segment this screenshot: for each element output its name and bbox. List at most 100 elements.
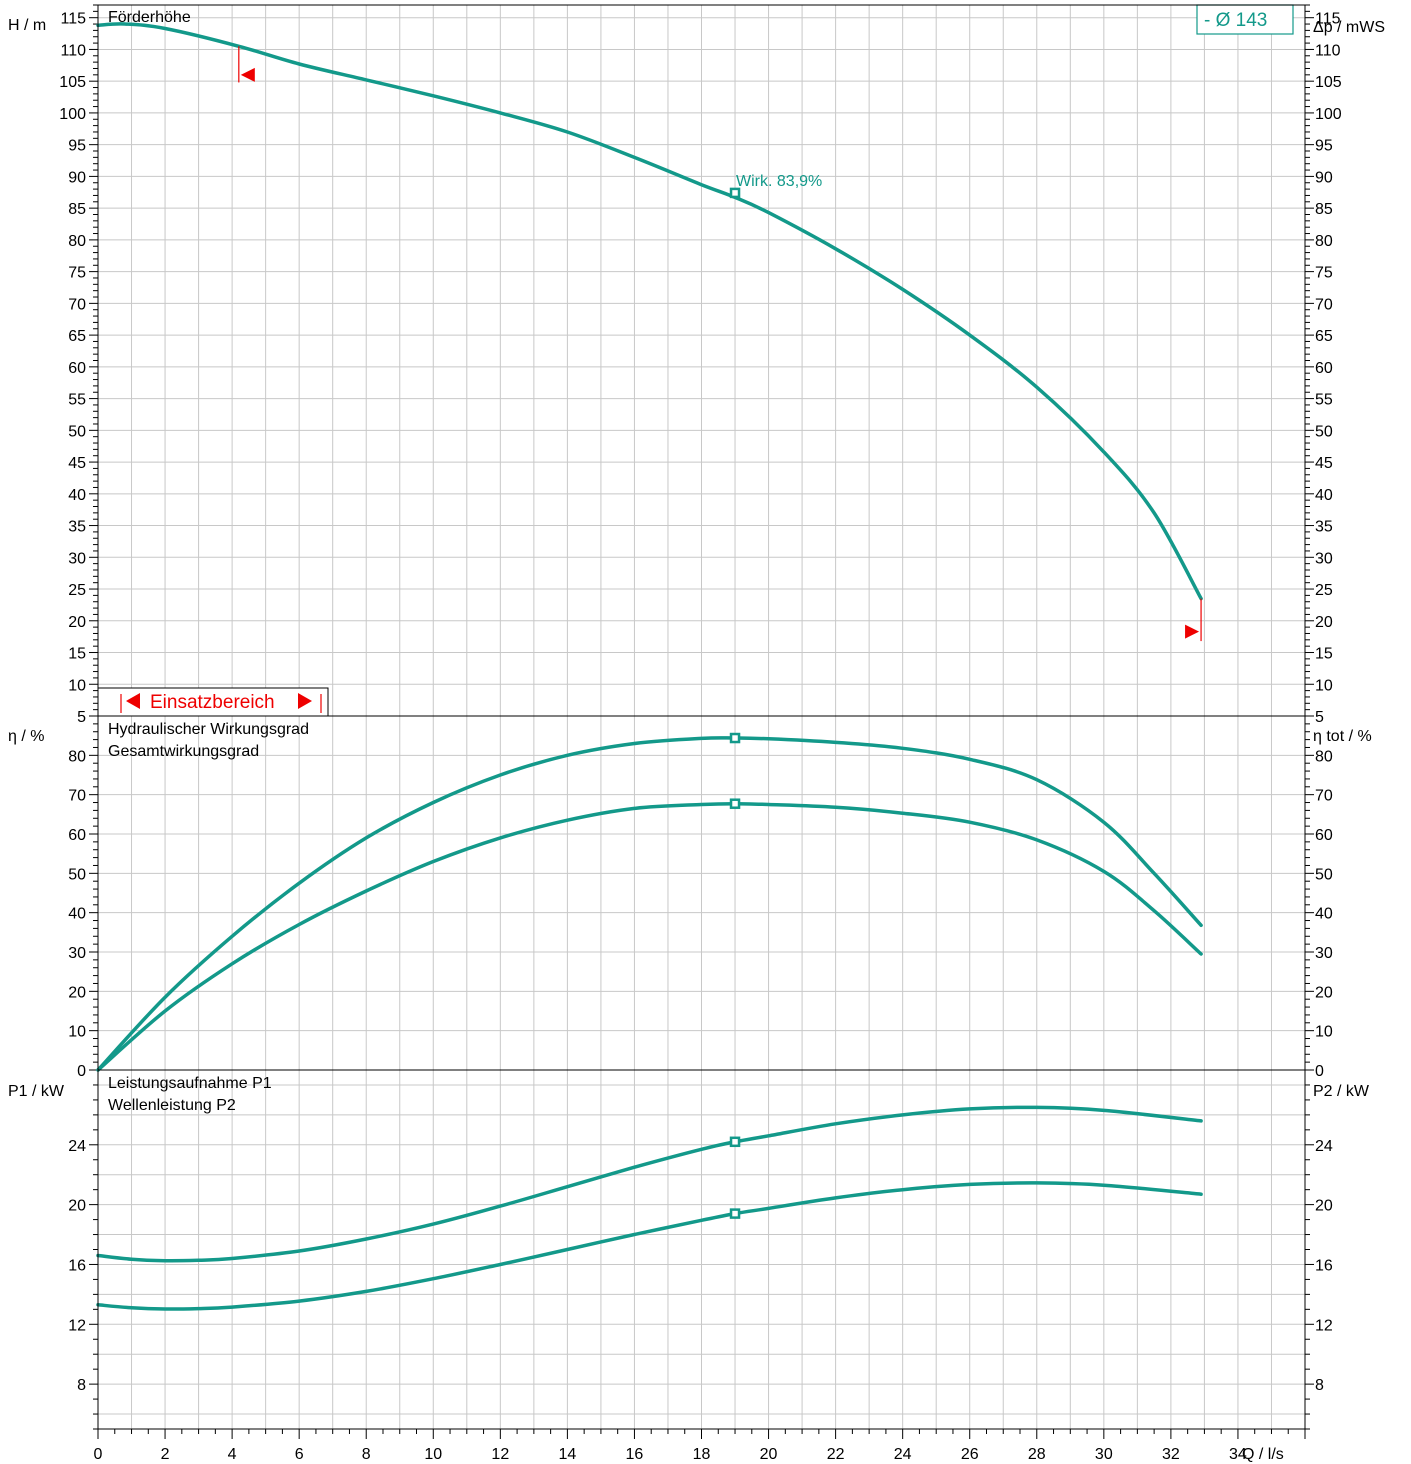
efficiency-y-tick-label-right: 60 xyxy=(1315,827,1333,844)
head-duty-point-marker xyxy=(729,187,741,199)
head-y-tick-label-left: 35 xyxy=(68,519,86,536)
efficiency-axis-label-left: η / % xyxy=(8,728,44,745)
head-y-tick-label-right: 40 xyxy=(1315,487,1333,504)
power-axis-label-left: P1 / kW xyxy=(8,1083,65,1100)
efficiency-y-tick-label-left: 30 xyxy=(68,945,86,962)
x-tick-label: 18 xyxy=(693,1446,711,1463)
power-axis-label-right: P2 / kW xyxy=(1313,1083,1370,1100)
operating-range-max-marker xyxy=(1185,624,1200,639)
efficiency-y-tick-label-left: 10 xyxy=(68,1024,86,1041)
head-y-tick-label-right: 5 xyxy=(1315,709,1324,726)
head-panel-title: Förderhöhe xyxy=(108,9,191,26)
shaft-power-label: Wellenleistung P2 xyxy=(108,1097,236,1114)
head-y-tick-label-right: 30 xyxy=(1315,550,1333,567)
x-tick-label: 32 xyxy=(1162,1446,1180,1463)
x-axis-label: Q / l/s xyxy=(1242,1446,1284,1463)
head-y-tick-label-left: 50 xyxy=(68,423,86,440)
efficiency-y-tick-label-left: 0 xyxy=(77,1063,86,1080)
x-tick-label: 34 xyxy=(1229,1446,1247,1463)
head-y-tick-label-right: 65 xyxy=(1315,328,1333,345)
power-input-curve xyxy=(96,1105,1203,1263)
efficiency-y-tick-label-left: 60 xyxy=(68,827,86,844)
head-y-tick-label-right: 55 xyxy=(1315,392,1333,409)
power-y-tick-label-left: 20 xyxy=(68,1198,86,1215)
head-y-tick-label-right: 90 xyxy=(1315,169,1333,186)
head-y-tick-label-left: 70 xyxy=(68,296,86,313)
operating-range-label: Einsatzbereich xyxy=(150,692,275,713)
head-y-tick-label-left: 75 xyxy=(68,265,86,282)
efficiency-y-tick-label-right: 30 xyxy=(1315,945,1333,962)
x-tick-label: 20 xyxy=(760,1446,778,1463)
head-y-tick-label-left: 30 xyxy=(68,550,86,567)
head-y-tick-label-left: 60 xyxy=(68,360,86,377)
power-y-tick-label-right: 16 xyxy=(1315,1257,1333,1274)
power-y-tick-label-right: 8 xyxy=(1315,1377,1324,1394)
operating-range-right-arrow xyxy=(298,693,312,709)
shaft-power-curve xyxy=(96,1181,1203,1311)
head-y-tick-label-left: 20 xyxy=(68,614,86,631)
efficiency-y-tick-label-right: 80 xyxy=(1315,748,1333,765)
head-y-tick-label-right: 45 xyxy=(1315,455,1333,472)
x-tick-label: 10 xyxy=(424,1446,442,1463)
x-tick-label: 0 xyxy=(94,1446,103,1463)
efficiency-y-tick-label-left: 80 xyxy=(68,748,86,765)
operating-range-min-marker xyxy=(240,67,255,82)
hydraulic-efficiency-label: Hydraulischer Wirkungsgrad xyxy=(108,721,309,738)
head-y-tick-label-right: 20 xyxy=(1315,614,1333,631)
head-y-tick-label-left: 15 xyxy=(68,646,86,663)
head-y-tick-label-left: 80 xyxy=(68,233,86,250)
head-y-tick-label-left: 90 xyxy=(68,169,86,186)
head-y-tick-label-left: 5 xyxy=(77,709,86,726)
head-y-tick-label-left: 110 xyxy=(60,42,86,59)
power-y-tick-label-right: 12 xyxy=(1315,1317,1333,1334)
x-tick-label: 30 xyxy=(1095,1446,1113,1463)
head-y-tick-label-left: 95 xyxy=(68,138,86,155)
impeller-legend-box xyxy=(1196,4,1294,35)
head-y-tick-label-right: 75 xyxy=(1315,265,1333,282)
efficiency-y-tick-label-left: 70 xyxy=(68,788,86,805)
power-y-tick-label-left: 12 xyxy=(68,1317,86,1334)
efficiency-y-tick-label-left: 40 xyxy=(68,906,86,923)
x-tick-label: 24 xyxy=(894,1446,912,1463)
x-tick-label: 12 xyxy=(491,1446,509,1463)
head-y-tick-label-left: 85 xyxy=(68,201,86,218)
head-y-tick-label-right: 95 xyxy=(1315,138,1333,155)
head-y-tick-label-left: 115 xyxy=(60,11,86,28)
head-y-tick-label-left: 45 xyxy=(68,455,86,472)
power-y-tick-label-right: 24 xyxy=(1315,1138,1333,1155)
efficiency-y-tick-label-right: 40 xyxy=(1315,906,1333,923)
head-y-tick-label-right: 105 xyxy=(1315,74,1342,91)
head-axis-label-left: H / m xyxy=(8,17,46,34)
power-y-tick-label-left: 16 xyxy=(68,1257,86,1274)
head-y-tick-label-right: 85 xyxy=(1315,201,1333,218)
head-y-tick-label-right: 35 xyxy=(1315,519,1333,536)
x-tick-label: 22 xyxy=(827,1446,845,1463)
operating-range-left-arrow xyxy=(126,693,140,709)
power-duty-point-marker xyxy=(729,1208,741,1219)
efficiency-y-tick-label-right: 10 xyxy=(1315,1024,1333,1041)
chart-frame xyxy=(97,4,1306,1430)
efficiency-y-tick-label-right: 70 xyxy=(1315,788,1333,805)
head-y-tick-label-right: 25 xyxy=(1315,582,1333,599)
efficiency-duty-point-marker xyxy=(729,732,741,744)
head-y-tick-label-right: 100 xyxy=(1315,106,1342,123)
head-y-tick-label-right: 15 xyxy=(1315,646,1333,663)
efficiency-y-tick-label-right: 20 xyxy=(1315,984,1333,1001)
head-y-tick-label-left: 100 xyxy=(59,106,86,123)
x-tick-label: 6 xyxy=(295,1446,304,1463)
head-y-tick-label-right: 110 xyxy=(1315,42,1341,59)
head-y-tick-label-right: 115 xyxy=(1315,11,1341,28)
head-y-tick-label-left: 65 xyxy=(68,328,86,345)
x-tick-label: 8 xyxy=(362,1446,371,1463)
efficiency-y-tick-label-right: 0 xyxy=(1315,1063,1324,1080)
efficiency-y-tick-label-left: 50 xyxy=(68,866,86,883)
duty-point-label: Wirk. 83,9% xyxy=(736,173,822,190)
x-tick-label: 4 xyxy=(228,1446,237,1463)
power-duty-point-marker xyxy=(729,1136,741,1148)
head-y-tick-label-right: 60 xyxy=(1315,360,1333,377)
head-y-tick-label-right: 80 xyxy=(1315,233,1333,250)
head-y-tick-label-left: 10 xyxy=(68,677,86,694)
head-curve xyxy=(96,22,1203,601)
head-y-tick-label-right: 50 xyxy=(1315,423,1333,440)
x-tick-label: 2 xyxy=(161,1446,170,1463)
